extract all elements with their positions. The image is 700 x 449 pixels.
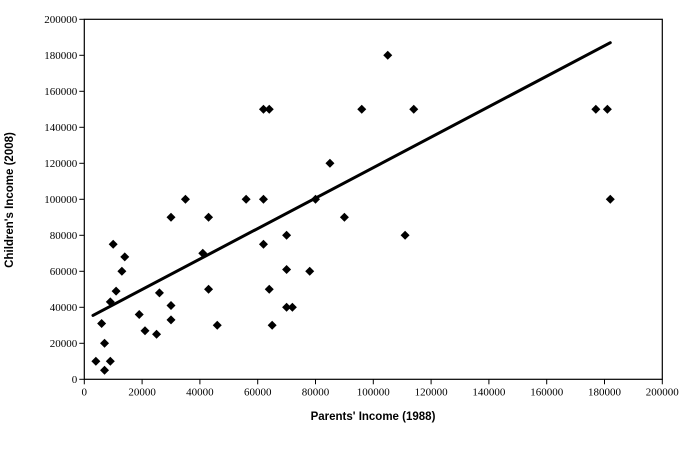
x-tick-label: 180000 — [588, 386, 622, 398]
x-axis-title: Parents' Income (1988) — [311, 411, 436, 423]
data-point — [311, 194, 320, 204]
data-point — [198, 248, 208, 258]
data-point — [117, 266, 127, 276]
data-point — [282, 302, 292, 312]
data-point — [605, 194, 615, 204]
data-point — [383, 50, 393, 60]
chart-dynamic-layer: 0 20000 40000 60000 80000 100000 120000 140000 1… — [44, 14, 680, 398]
data-point — [166, 315, 176, 325]
data-point — [305, 266, 315, 276]
data-point — [166, 301, 176, 310]
data-point — [264, 104, 274, 114]
x-tick-label: 0 — [82, 386, 88, 398]
data-point — [100, 338, 110, 348]
data-point — [400, 230, 410, 240]
data-point — [264, 284, 274, 294]
y-tick-label: 40000 — [50, 302, 78, 314]
data-point — [282, 230, 292, 240]
data-point — [325, 158, 335, 168]
y-tick-label: 140000 — [44, 122, 78, 134]
data-point — [111, 286, 121, 296]
plot-frame — [83, 18, 663, 380]
data-point — [180, 194, 190, 204]
x-tick-label: 140000 — [472, 386, 506, 398]
data-point — [212, 320, 222, 330]
data-point — [152, 329, 162, 339]
data-point — [241, 194, 251, 204]
x-tick-label: 200000 — [646, 386, 680, 398]
y-tick-label: 100000 — [44, 194, 78, 206]
x-tick-label: 100000 — [357, 386, 391, 398]
data-point — [602, 104, 612, 114]
x-tick-label: 80000 — [302, 386, 330, 398]
data-point — [105, 297, 115, 307]
data-point — [282, 265, 292, 274]
x-tick-label: 60000 — [244, 386, 272, 398]
data-point — [258, 239, 268, 249]
data-point — [108, 239, 118, 249]
data-point — [91, 356, 101, 366]
data-point — [166, 212, 176, 222]
y-tick-label: 200000 — [44, 14, 78, 26]
x-tick-label: 40000 — [186, 386, 214, 398]
data-point — [591, 104, 601, 114]
x-tick-label: 20000 — [128, 386, 156, 398]
y-tick-label: 120000 — [44, 158, 78, 170]
y-axis-title: Children's Income (2008) — [4, 132, 16, 268]
y-tick-label: 0 — [72, 374, 78, 386]
x-tick-label: 120000 — [415, 386, 449, 398]
data-point — [204, 284, 214, 294]
data-point — [140, 326, 150, 336]
data-point — [134, 310, 144, 319]
data-point — [287, 302, 297, 312]
data-point — [258, 194, 268, 204]
data-point — [97, 319, 107, 328]
y-tick-label: 160000 — [44, 86, 78, 98]
data-point — [154, 288, 164, 298]
data-point — [120, 252, 130, 262]
data-point — [105, 356, 115, 366]
data-point — [100, 365, 110, 375]
y-tick-label: 20000 — [50, 338, 78, 350]
x-tick-label: 160000 — [530, 386, 564, 398]
y-tick-label: 60000 — [50, 266, 78, 278]
trend-line — [91, 41, 612, 317]
y-tick-label: 80000 — [50, 230, 78, 242]
data-point — [258, 104, 268, 114]
data-point — [357, 104, 367, 114]
y-tick-label: 180000 — [44, 50, 78, 62]
data-point — [267, 320, 277, 330]
data-point — [339, 212, 349, 222]
data-point — [409, 104, 419, 114]
data-point — [204, 212, 214, 222]
